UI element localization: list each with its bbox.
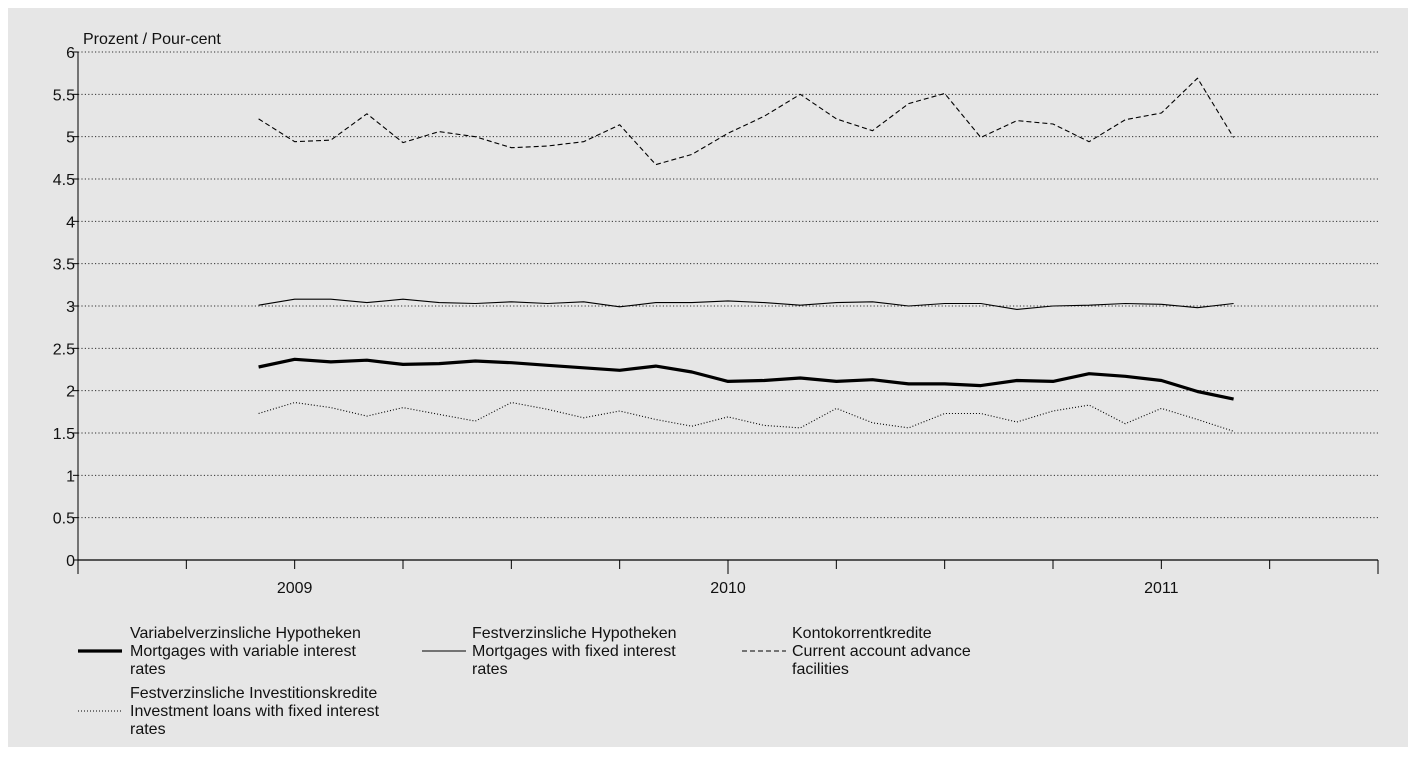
legend-label-3: Kontokorrentkredite (792, 625, 932, 642)
legend-label-4: Investment loans with fixed interest (130, 703, 380, 720)
y-tick-label: 4.5 (53, 172, 75, 189)
grid-lines (78, 51, 1378, 519)
legend-label-1: rates (130, 661, 166, 678)
y-tick-label: 1 (66, 468, 75, 485)
series-line-4 (258, 401, 1234, 432)
y-tick-label: 4 (66, 214, 75, 231)
y-axis-label: Prozent / Pour-cent (83, 31, 221, 48)
y-tick-label: 5 (66, 130, 75, 147)
y-tick-label: 3.5 (53, 257, 75, 274)
y-tick-label: 6 (66, 45, 75, 62)
legend-label-2: rates (472, 661, 508, 678)
legend-label-1: Mortgages with variable interest (130, 643, 356, 660)
y-axis: Prozent / Pour-cent 0 0.5 1 1.5 2 2.5 3 3.5 4 4.5… (53, 31, 222, 570)
y-tick-label: 0.5 (53, 511, 75, 528)
legend-label-2: Mortgages with fixed interest (472, 643, 676, 660)
y-tick-label: 0 (66, 553, 75, 570)
y-tick-label: 2.5 (53, 341, 75, 358)
x-tick-label: 2009 (277, 580, 313, 597)
y-tick-label: 3 (66, 299, 75, 316)
legend-label-3: facilities (792, 661, 849, 678)
y-tick-label: 2 (66, 384, 75, 401)
series-lines (258, 77, 1235, 432)
y-tick-label: 5.5 (53, 87, 75, 104)
y-tick-label: 1.5 (53, 426, 75, 443)
series-line-1 (258, 357, 1234, 401)
series-line-3 (258, 77, 1235, 166)
x-tick-label: 2011 (1144, 580, 1179, 597)
series-line-2 (258, 298, 1234, 310)
legend: Variabelverzinsliche HypothekenMortgages… (78, 625, 971, 738)
legend-label-4: rates (130, 721, 166, 738)
x-axis: 2009 2010 2011 (77, 559, 1379, 597)
x-tick-label: 2010 (710, 580, 746, 597)
legend-label-4: Festverzinsliche Investitionskredite (130, 685, 377, 702)
legend-label-3: Current account advance (792, 643, 971, 660)
legend-label-1: Variabelverzinsliche Hypotheken (130, 625, 361, 642)
legend-label-2: Festverzinsliche Hypotheken (472, 625, 677, 642)
